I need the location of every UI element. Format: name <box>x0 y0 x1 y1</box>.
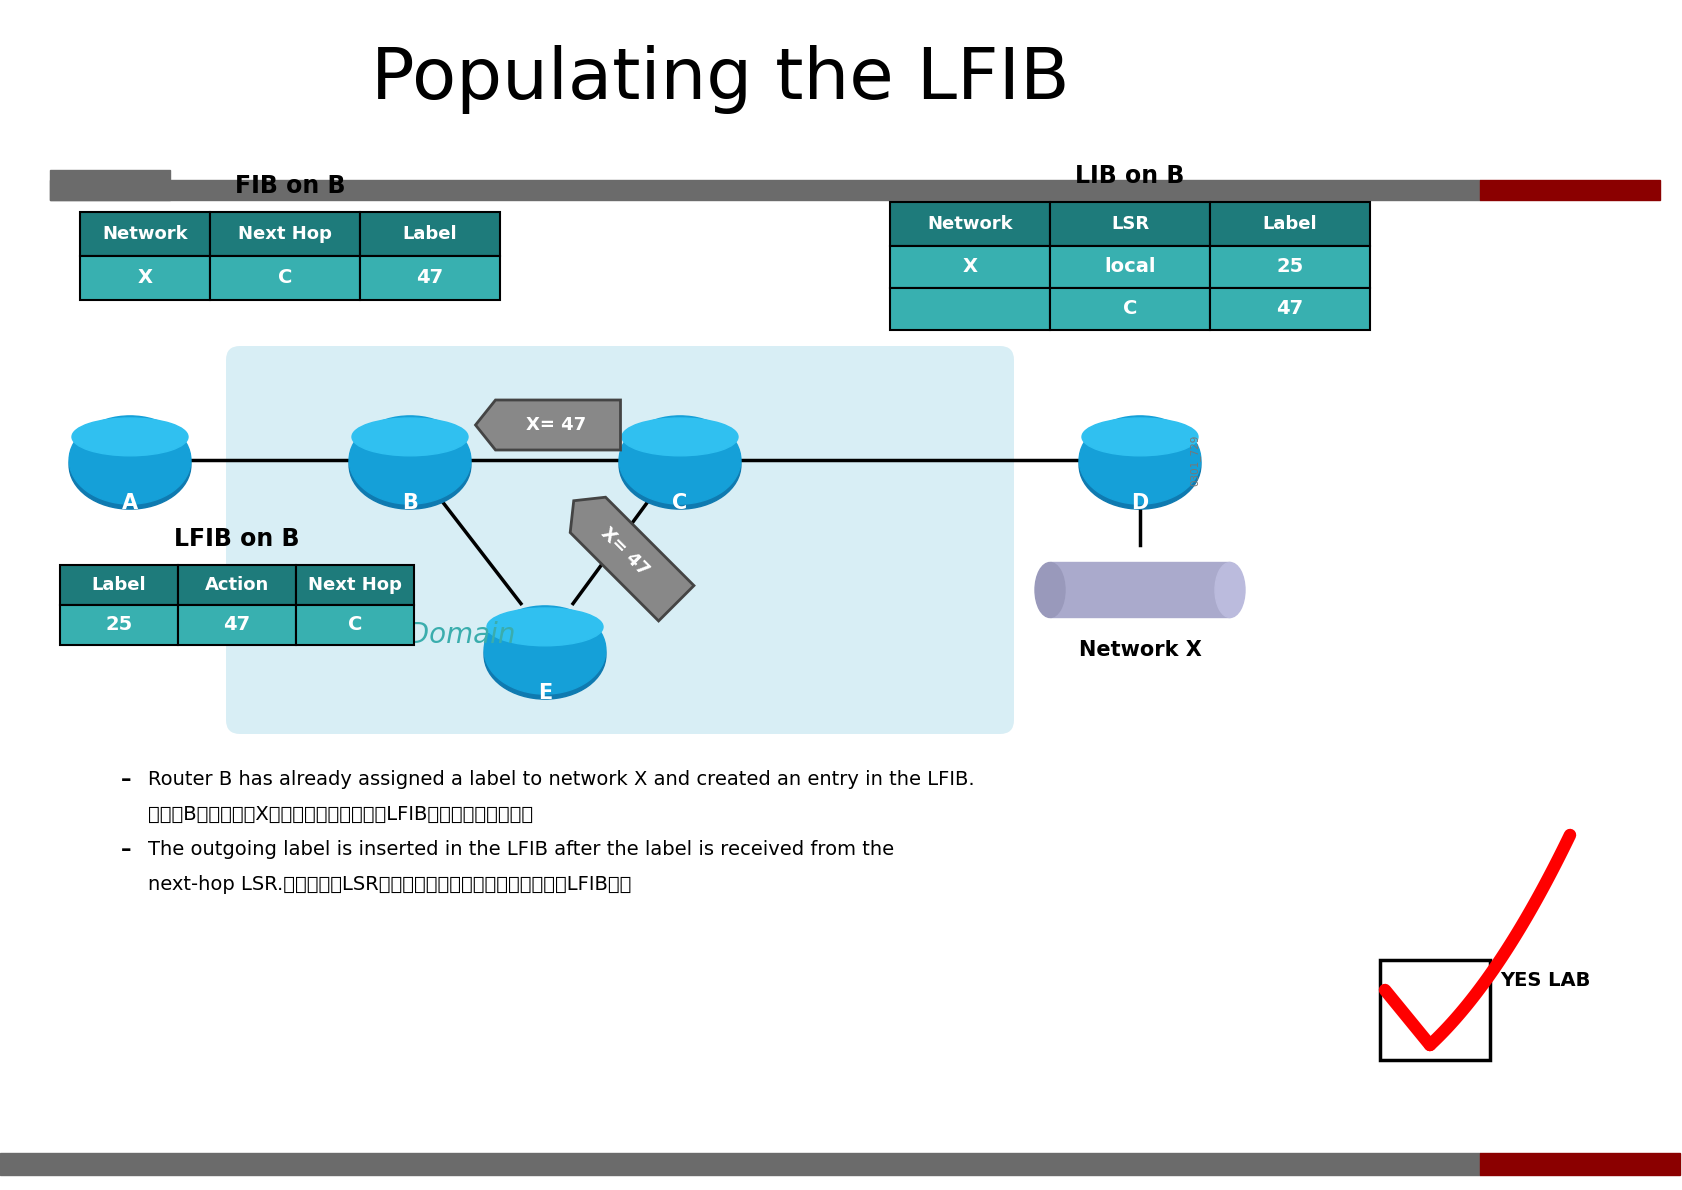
Bar <box>890 288 1050 330</box>
Text: LIB on B: LIB on B <box>1075 164 1184 188</box>
Ellipse shape <box>72 418 188 456</box>
Text: Action: Action <box>205 576 269 594</box>
Text: E: E <box>538 683 552 703</box>
Bar <box>1050 563 1230 618</box>
Text: next-hop LSR.在从下一跳LSR接收到标签之后，出站标签被插入到LFIB中。: next-hop LSR.在从下一跳LSR接收到标签之后，出站标签被插入到LFI… <box>148 875 631 894</box>
Text: 47: 47 <box>1275 300 1304 319</box>
Bar <box>61 565 178 605</box>
Bar <box>178 565 296 605</box>
Text: Next Hop: Next Hop <box>237 225 331 243</box>
Ellipse shape <box>622 418 738 456</box>
Bar <box>1478 180 1658 200</box>
Text: C: C <box>278 269 293 288</box>
Text: X: X <box>962 257 977 276</box>
Bar <box>1209 246 1369 288</box>
Ellipse shape <box>352 418 468 456</box>
Bar <box>296 605 414 645</box>
Bar <box>0 1153 1478 1175</box>
Bar <box>50 170 170 200</box>
Text: YES LAB: YES LAB <box>1499 971 1589 990</box>
Text: D: D <box>1130 493 1147 513</box>
Ellipse shape <box>1078 421 1201 509</box>
Ellipse shape <box>348 421 471 509</box>
Bar <box>178 605 296 645</box>
Polygon shape <box>570 497 693 621</box>
Text: LSR: LSR <box>1110 215 1149 233</box>
Text: –: – <box>121 840 131 860</box>
Text: A: A <box>121 493 138 513</box>
Text: 25: 25 <box>1275 257 1304 276</box>
Ellipse shape <box>619 421 740 509</box>
Text: X= 47: X= 47 <box>597 525 653 580</box>
Ellipse shape <box>348 415 471 505</box>
Bar <box>210 212 360 256</box>
Ellipse shape <box>1082 418 1198 456</box>
Ellipse shape <box>1034 563 1065 618</box>
Text: Network: Network <box>927 215 1013 233</box>
Text: C: C <box>348 615 362 634</box>
Text: Next Hop: Next Hop <box>308 576 402 594</box>
Ellipse shape <box>69 421 190 509</box>
Text: Populating the LFIB: Populating the LFIB <box>370 45 1068 114</box>
Text: FIB on B: FIB on B <box>234 174 345 198</box>
Bar <box>1209 288 1369 330</box>
Bar <box>1209 202 1369 246</box>
Text: The outgoing label is inserted in the LFIB after the label is received from the: The outgoing label is inserted in the LF… <box>148 840 893 859</box>
Bar <box>1050 246 1209 288</box>
Text: Label: Label <box>402 225 458 243</box>
Text: C: C <box>1122 300 1137 319</box>
Bar <box>890 202 1050 246</box>
Text: MPLS Domain: MPLS Domain <box>325 621 515 649</box>
Bar <box>50 180 1478 200</box>
Ellipse shape <box>1078 415 1201 505</box>
Text: X= 47: X= 47 <box>525 416 585 434</box>
Ellipse shape <box>69 415 190 505</box>
Text: Network: Network <box>103 225 188 243</box>
Bar <box>81 256 210 300</box>
Bar <box>1379 960 1489 1060</box>
Text: 47: 47 <box>415 269 444 288</box>
Bar <box>1050 288 1209 330</box>
Ellipse shape <box>486 608 602 646</box>
FancyBboxPatch shape <box>225 346 1013 734</box>
Bar <box>1050 202 1209 246</box>
Text: 0301_729: 0301_729 <box>1189 434 1199 486</box>
Text: local: local <box>1103 257 1156 276</box>
Text: LFIB on B: LFIB on B <box>175 527 299 551</box>
Text: –: – <box>121 770 131 790</box>
Bar <box>296 565 414 605</box>
Text: X: X <box>138 269 153 288</box>
Ellipse shape <box>484 610 606 699</box>
Text: Label: Label <box>1262 215 1317 233</box>
Ellipse shape <box>484 606 606 694</box>
Polygon shape <box>476 400 621 450</box>
Bar <box>1478 1153 1679 1175</box>
Bar <box>210 256 360 300</box>
Text: C: C <box>673 493 688 513</box>
Ellipse shape <box>1214 563 1245 618</box>
Text: Router B has already assigned a label to network X and created an entry in the L: Router B has already assigned a label to… <box>148 770 974 789</box>
Bar <box>890 246 1050 288</box>
Text: 25: 25 <box>106 615 133 634</box>
Bar <box>360 256 500 300</box>
Bar <box>360 212 500 256</box>
Ellipse shape <box>619 415 740 505</box>
Text: 47: 47 <box>224 615 251 634</box>
Bar <box>61 605 178 645</box>
Bar <box>81 212 210 256</box>
Text: B: B <box>402 493 417 513</box>
Text: Label: Label <box>91 576 146 594</box>
Text: 路由器B已经为网络X分配了一个标签，并在LFIB中创建了一个条目。: 路由器B已经为网络X分配了一个标签，并在LFIB中创建了一个条目。 <box>148 804 533 823</box>
Text: Network X: Network X <box>1078 640 1201 660</box>
